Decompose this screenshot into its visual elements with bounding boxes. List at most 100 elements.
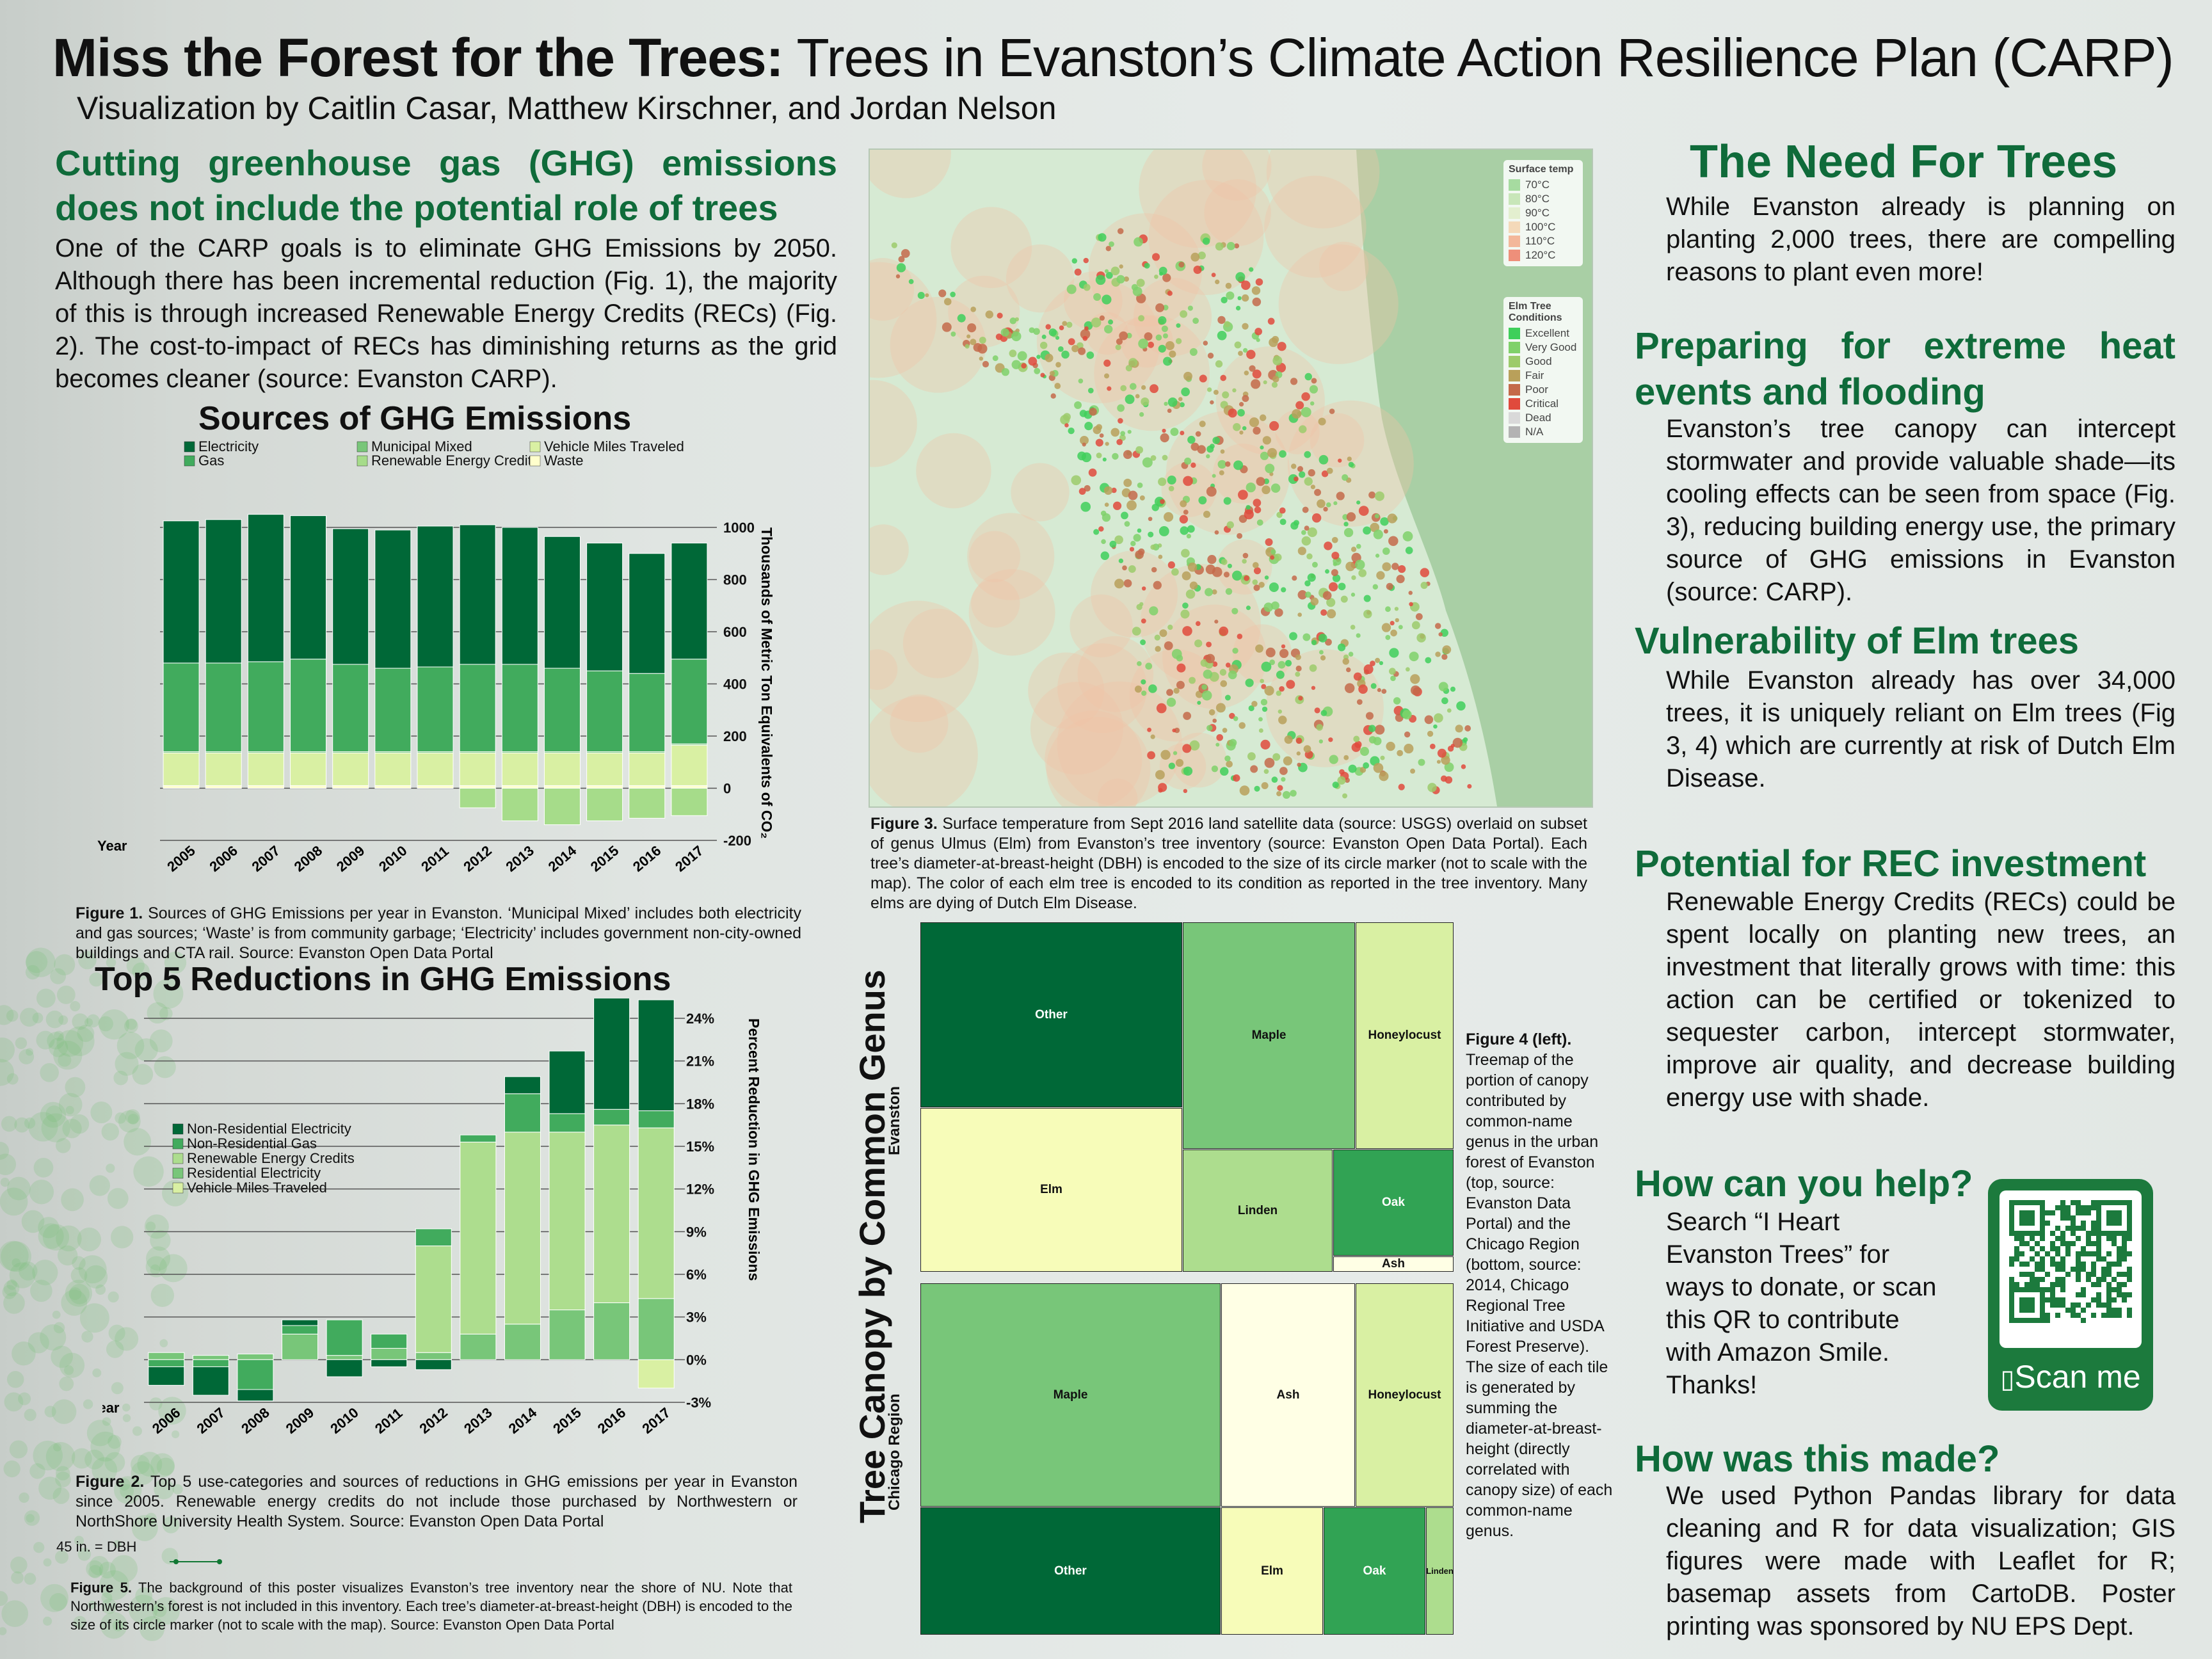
qr-finder [2096, 1200, 2132, 1236]
y-tick-label: 1000 [723, 520, 755, 536]
elm-tree-marker [1249, 417, 1260, 428]
legend-swatch [1509, 342, 1520, 353]
bg-tree-dot [144, 1214, 169, 1239]
qr-code[interactable] [2000, 1190, 2142, 1348]
elm-tree-marker [1242, 552, 1249, 559]
bg-tree-dot [47, 1032, 65, 1050]
bar-segment [415, 1352, 452, 1360]
elm-tree-marker [1370, 661, 1375, 666]
bg-tree-dot [124, 1018, 138, 1033]
elm-tree-marker [1064, 423, 1069, 428]
elm-tree-marker [1206, 725, 1213, 732]
elm-tree-marker [1311, 513, 1322, 523]
elm-tree-marker [1133, 534, 1141, 542]
heat-patch [870, 262, 937, 378]
bar-segment [501, 785, 538, 789]
elm-tree-marker [1375, 554, 1380, 558]
elm-tree-marker [1132, 627, 1141, 636]
qr-finder [2009, 1287, 2045, 1323]
elm-tree-marker [1181, 549, 1190, 558]
bar-segment [637, 1359, 675, 1389]
bar-segment [163, 520, 200, 664]
bg-tree-dot [65, 1026, 95, 1057]
qr-module [2117, 1246, 2122, 1251]
qr-module [2055, 1302, 2060, 1308]
bg-tree-dot [24, 1510, 40, 1526]
elm-tree-marker [1103, 359, 1111, 367]
elm-tree-marker [1389, 668, 1396, 675]
bg-tree-dot [106, 958, 116, 968]
elm-tree-marker [1066, 284, 1077, 294]
elm-tree-marker [1212, 566, 1222, 577]
heat-patch [1077, 636, 1154, 712]
bg-tree-dot [59, 1376, 74, 1391]
bg-tree-dot [79, 1303, 109, 1333]
left-body: One of the CARP goals is to eliminate GH… [55, 234, 837, 393]
elm-tree-marker [1139, 412, 1144, 417]
qr-module [2009, 1262, 2014, 1267]
map-canvas [870, 150, 1592, 806]
bg-tree-dot [10, 1556, 28, 1574]
elm-tree-marker [1229, 712, 1235, 719]
qr-module [2091, 1205, 2096, 1210]
elm-tree-marker [1148, 531, 1154, 538]
elm-tree-marker [1320, 609, 1327, 616]
legend-entry: N/A [1509, 425, 1578, 439]
elm-tree-marker [1155, 770, 1165, 780]
elm-tree-marker [1095, 275, 1106, 285]
elm-tree-marker [1173, 751, 1178, 755]
elm-tree-marker [1183, 766, 1193, 776]
bar-segment [415, 1228, 452, 1247]
heat-patch [1030, 682, 1123, 775]
bg-tree-dot [19, 1049, 35, 1064]
bar-segment [326, 1355, 363, 1360]
bar-segment [282, 1319, 319, 1326]
elm-tree-marker [1175, 758, 1184, 767]
elm-tree-marker [1217, 460, 1226, 469]
legend-swatch [172, 1167, 184, 1179]
bar-segment [586, 670, 623, 752]
legend-entry: Good [1509, 355, 1578, 369]
elm-tree-marker [1084, 485, 1091, 492]
y-tick-label: 200 [723, 728, 747, 744]
qr-module [2071, 1226, 2076, 1231]
elm-tree-marker [1197, 701, 1201, 705]
elm-tree-marker [1130, 540, 1136, 547]
bg-tree-dot [45, 1442, 76, 1471]
bg-tree-dot [137, 1452, 163, 1477]
bg-tree-dot [146, 1246, 171, 1271]
qr-module [2060, 1297, 2065, 1302]
elm-tree-marker [1116, 438, 1123, 445]
qr-module [2122, 1282, 2127, 1287]
elm-tree-marker [1045, 353, 1054, 362]
bg-tree-dot [88, 1564, 102, 1578]
elm-tree-marker [1410, 674, 1420, 684]
elm-tree-marker [1164, 401, 1168, 406]
qr-code-card[interactable]: ▯Scan me [1988, 1179, 2153, 1411]
elm-tree-marker [1231, 607, 1238, 614]
legend-swatch [1509, 370, 1520, 381]
legend-swatch [357, 455, 368, 467]
bar-segment [417, 752, 454, 786]
elm-tree-marker [1158, 477, 1167, 486]
elm-tree-marker [1137, 528, 1142, 533]
heat-patch [870, 524, 909, 575]
elm-tree-marker [1128, 490, 1138, 501]
bar-segment [629, 788, 666, 819]
elm-tree-marker [1220, 374, 1227, 381]
elm-tree-marker [1206, 454, 1210, 459]
qr-finder-center [2019, 1297, 2035, 1313]
surface-temp-elm-map[interactable]: Surface temp 70°C 80°C 90°C 100°C 110°C 120°C… [869, 148, 1593, 808]
bg-tree-dot [55, 1138, 71, 1153]
elm-tree-marker [1082, 335, 1088, 341]
elm-tree-marker [1194, 639, 1203, 648]
elm-tree-marker [1276, 791, 1282, 797]
elm-tree-marker [1324, 541, 1333, 550]
bar-segment [237, 1353, 274, 1360]
left-heading: Cutting greenhouse gas (GHG) emissions d… [55, 141, 837, 230]
elm-tree-marker [1193, 265, 1202, 274]
elm-tree-marker [1297, 762, 1301, 767]
elm-tree-marker [1314, 707, 1320, 714]
bar-segment [501, 788, 538, 821]
elm-tree-marker [1167, 624, 1173, 630]
